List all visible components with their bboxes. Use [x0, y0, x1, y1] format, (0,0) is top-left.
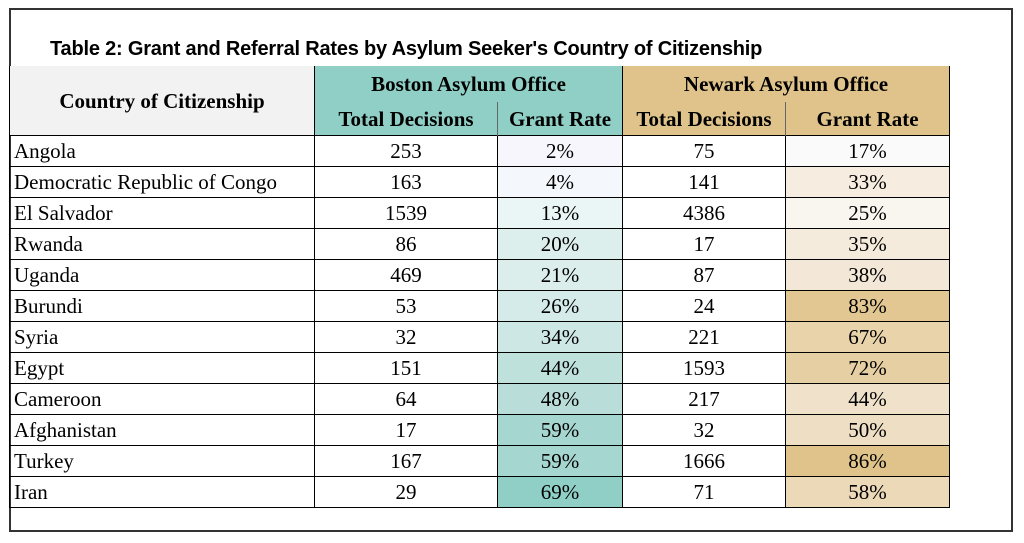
newark-rate-cell: 50% — [785, 414, 950, 446]
boston-total-cell: 32 — [314, 321, 498, 353]
boston-rate-cell: 4% — [497, 166, 623, 198]
newark-rate-cell: 25% — [785, 197, 950, 229]
newark-rate-cell: 72% — [785, 352, 950, 384]
newark-total-cell: 1593 — [622, 352, 786, 384]
boston-grant-rate-header: Grant Rate — [497, 102, 623, 136]
country-cell: El Salvador — [9, 197, 315, 229]
table-row: Iran 29 69% 71 58% — [9, 476, 950, 508]
table-row: El Salvador 1539 13% 4386 25% — [9, 197, 950, 229]
boston-rate-cell: 21% — [497, 259, 623, 291]
boston-total-cell: 1539 — [314, 197, 498, 229]
boston-rate-cell: 26% — [497, 290, 623, 322]
newark-total-cell: 1666 — [622, 445, 786, 477]
country-cell: Democratic Republic of Congo — [9, 166, 315, 198]
boston-total-decisions-header: Total Decisions — [314, 102, 498, 136]
table-row: Angola 253 2% 75 17% — [9, 135, 950, 167]
country-cell: Syria — [9, 321, 315, 353]
table-row: Cameroon 64 48% 217 44% — [9, 383, 950, 415]
table-body: Angola 253 2% 75 17% Democratic Republic of C… — [9, 135, 950, 508]
asylum-table: Country of Citizenship Boston Asylum Off… — [9, 66, 950, 508]
boston-total-cell: 469 — [314, 259, 498, 291]
newark-rate-cell: 58% — [785, 476, 950, 508]
table-row: Afghanistan 17 59% 32 50% — [9, 414, 950, 446]
table-title: Table 2: Grant and Referral Rates by Asy… — [50, 38, 763, 60]
boston-rate-cell: 69% — [497, 476, 623, 508]
boston-rate-cell: 59% — [497, 445, 623, 477]
boston-rate-cell: 59% — [497, 414, 623, 446]
country-cell: Angola — [9, 135, 315, 167]
country-cell: Iran — [9, 476, 315, 508]
country-cell: Burundi — [9, 290, 315, 322]
country-cell: Afghanistan — [9, 414, 315, 446]
boston-rate-cell: 44% — [497, 352, 623, 384]
table-row: Egypt 151 44% 1593 72% — [9, 352, 950, 384]
newark-total-cell: 71 — [622, 476, 786, 508]
newark-total-cell: 75 — [622, 135, 786, 167]
newark-total-cell: 4386 — [622, 197, 786, 229]
country-header: Country of Citizenship — [9, 66, 315, 136]
newark-grant-rate-header: Grant Rate — [785, 102, 950, 136]
table-row: Uganda 469 21% 87 38% — [9, 259, 950, 291]
newark-total-cell: 221 — [622, 321, 786, 353]
newark-rate-cell: 38% — [785, 259, 950, 291]
boston-rate-cell: 34% — [497, 321, 623, 353]
newark-rate-cell: 33% — [785, 166, 950, 198]
newark-rate-cell: 35% — [785, 228, 950, 260]
table-row: Burundi 53 26% 24 83% — [9, 290, 950, 322]
country-cell: Cameroon — [9, 383, 315, 415]
newark-rate-cell: 83% — [785, 290, 950, 322]
newark-rate-cell: 17% — [785, 135, 950, 167]
country-cell: Uganda — [9, 259, 315, 291]
newark-total-cell: 17 — [622, 228, 786, 260]
table-row: Rwanda 86 20% 17 35% — [9, 228, 950, 260]
boston-total-cell: 253 — [314, 135, 498, 167]
newark-total-cell: 32 — [622, 414, 786, 446]
boston-total-cell: 167 — [314, 445, 498, 477]
table-row: Turkey 167 59% 1666 86% — [9, 445, 950, 477]
boston-total-cell: 53 — [314, 290, 498, 322]
boston-rate-cell: 2% — [497, 135, 623, 167]
boston-office-header: Boston Asylum Office — [314, 66, 623, 102]
newark-total-decisions-header: Total Decisions — [622, 102, 786, 136]
boston-total-cell: 163 — [314, 166, 498, 198]
boston-total-cell: 86 — [314, 228, 498, 260]
boston-rate-cell: 48% — [497, 383, 623, 415]
country-cell: Turkey — [9, 445, 315, 477]
newark-total-cell: 24 — [622, 290, 786, 322]
newark-rate-cell: 67% — [785, 321, 950, 353]
boston-total-cell: 17 — [314, 414, 498, 446]
newark-rate-cell: 86% — [785, 445, 950, 477]
newark-total-cell: 141 — [622, 166, 786, 198]
table-row: Syria 32 34% 221 67% — [9, 321, 950, 353]
table-row: Democratic Republic of Congo 163 4% 141 33% — [9, 166, 950, 198]
boston-rate-cell: 20% — [497, 228, 623, 260]
newark-total-cell: 217 — [622, 383, 786, 415]
newark-office-header: Newark Asylum Office — [622, 66, 950, 102]
country-cell: Egypt — [9, 352, 315, 384]
boston-total-cell: 64 — [314, 383, 498, 415]
boston-total-cell: 151 — [314, 352, 498, 384]
newark-total-cell: 87 — [622, 259, 786, 291]
country-cell: Rwanda — [9, 228, 315, 260]
boston-rate-cell: 13% — [497, 197, 623, 229]
newark-rate-cell: 44% — [785, 383, 950, 415]
boston-total-cell: 29 — [314, 476, 498, 508]
